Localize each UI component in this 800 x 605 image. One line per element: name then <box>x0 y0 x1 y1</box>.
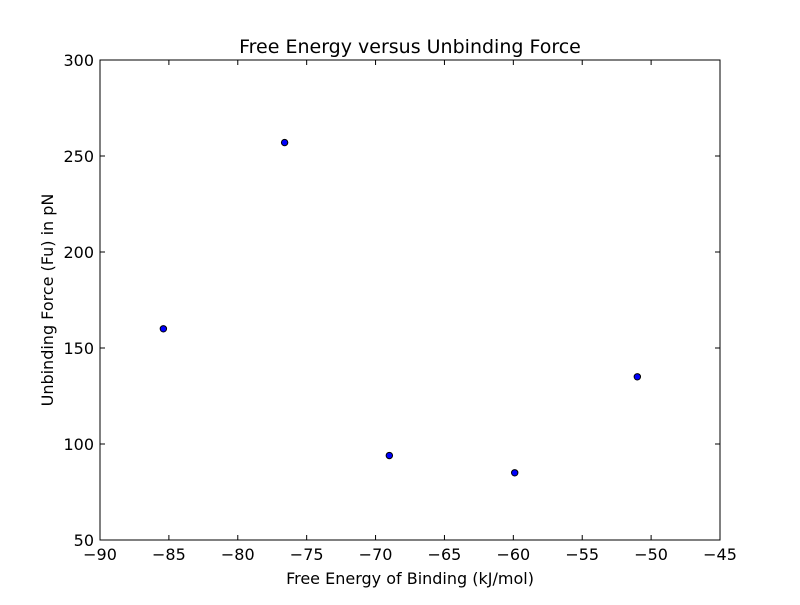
y-tick-label: 250 <box>63 147 94 166</box>
y-tick-label: 50 <box>74 531 94 550</box>
x-tick-label: −75 <box>290 545 324 564</box>
x-tick-label: −70 <box>359 545 393 564</box>
scatter-point <box>511 469 519 477</box>
x-tick-label: −90 <box>83 545 117 564</box>
scatter-point <box>159 325 168 333</box>
y-tick-label: 150 <box>63 339 94 358</box>
y-tick-label: 300 <box>63 51 94 70</box>
x-tick-label: −60 <box>496 545 530 564</box>
points-layer <box>159 138 642 477</box>
ticks-layer: −90 −85 −80 −75 −70 −65 −60 −55 −50 −45 50 100 150 20… <box>63 51 736 564</box>
y-tick-label: 100 <box>63 435 94 454</box>
y-axis-label: Unbinding Force (Fu) in pN <box>38 194 57 407</box>
x-axis-label: Free Energy of Binding (kJ/mol) <box>286 569 534 588</box>
x-tick-label: −50 <box>634 545 668 564</box>
x-tick-label: −65 <box>428 545 462 564</box>
scatter-point <box>633 373 642 381</box>
plot-frame <box>99 59 721 541</box>
scatter-point <box>385 451 394 460</box>
chart-title: Free Energy versus Unbinding Force <box>239 36 581 58</box>
x-tick-label: −85 <box>152 545 186 564</box>
x-tick-label: −55 <box>565 545 599 564</box>
x-tick-label: −80 <box>221 545 255 564</box>
x-tick-label: −45 <box>703 545 737 564</box>
scatter-point <box>280 138 289 147</box>
y-tick-label: 200 <box>63 243 94 262</box>
